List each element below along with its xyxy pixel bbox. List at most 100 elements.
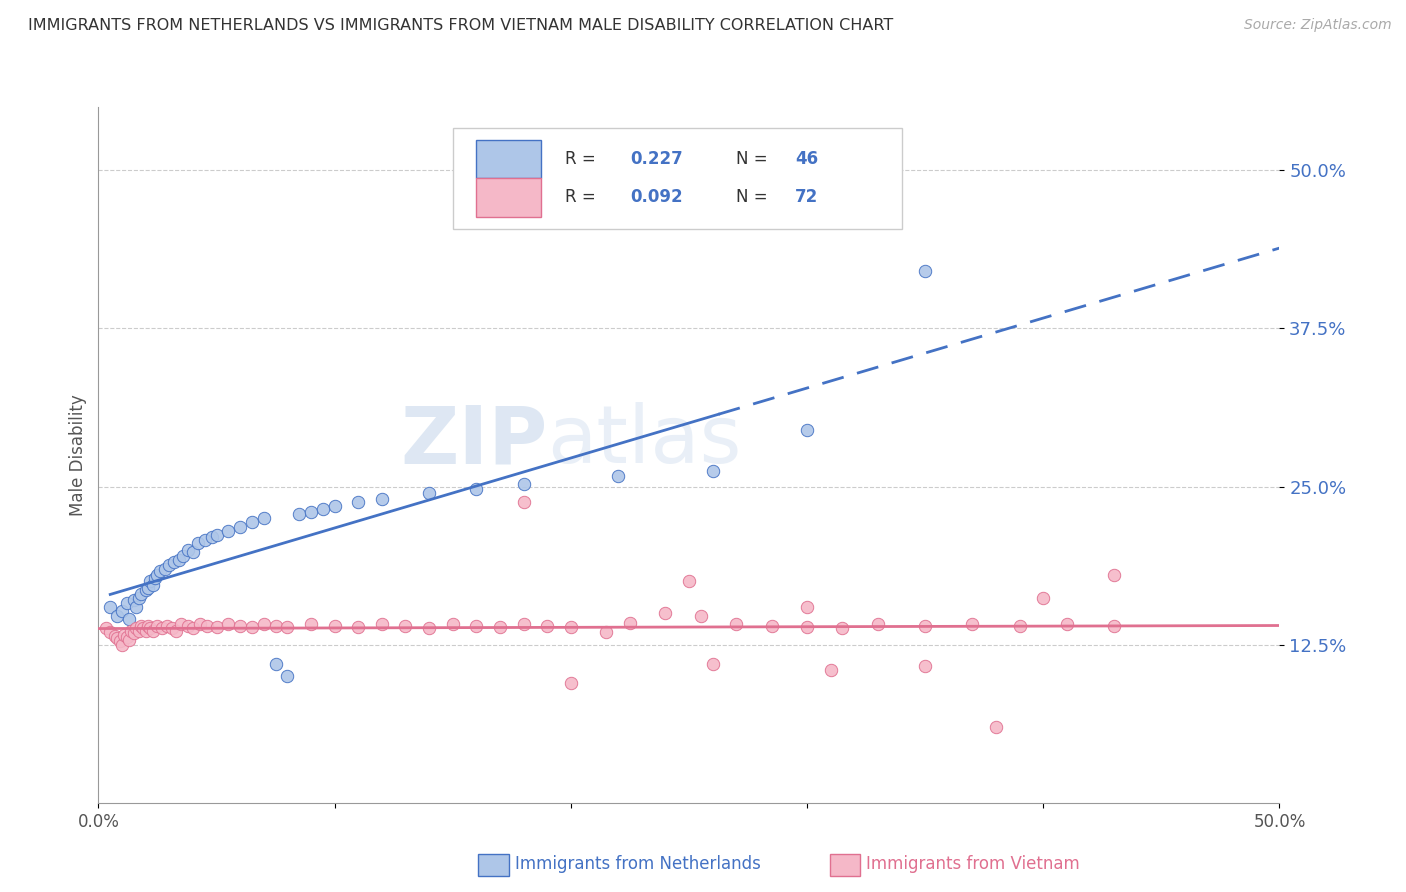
Point (761, 618, 783, 632)
Point (229, 520, 252, 534)
FancyBboxPatch shape (477, 178, 541, 217)
Point (115, 630, 138, 644)
Point (121, 624, 143, 638)
Point (441, 617, 464, 632)
Point (347, 494, 370, 508)
Point (170, 617, 193, 632)
Point (866, 617, 889, 632)
Point (512, 494, 534, 508)
Text: 0.227: 0.227 (630, 150, 683, 169)
Point (240, 515, 263, 529)
Point (914, 264, 936, 278)
Point (177, 618, 200, 632)
Point (135, 583, 157, 598)
Text: 0.092: 0.092 (630, 188, 682, 206)
Point (104, 629, 127, 643)
Point (619, 616, 641, 631)
Point (418, 621, 440, 635)
Point (157, 558, 180, 572)
Point (914, 659, 936, 673)
Point (205, 620, 228, 634)
Point (165, 624, 187, 638)
Point (264, 657, 287, 671)
Point (122, 593, 145, 607)
Point (150, 621, 173, 635)
Point (217, 524, 239, 538)
Point (1032, 591, 1054, 605)
Point (607, 469, 630, 483)
Point (264, 618, 287, 632)
Point (153, 562, 176, 576)
Point (108, 633, 131, 648)
Point (702, 464, 724, 478)
Point (160, 621, 183, 635)
Point (984, 720, 1007, 734)
Point (105, 608, 128, 623)
Point (465, 482, 488, 496)
Point (136, 581, 159, 595)
Point (371, 492, 394, 507)
Point (118, 612, 141, 626)
Point (725, 617, 748, 632)
Point (253, 511, 276, 525)
Point (181, 621, 204, 635)
Point (205, 527, 228, 541)
FancyBboxPatch shape (453, 128, 901, 229)
Y-axis label: Male Disability: Male Disability (69, 394, 87, 516)
Point (111, 638, 134, 652)
Point (98, 625, 121, 640)
Point (125, 599, 148, 614)
Point (560, 620, 582, 634)
Text: N =: N = (737, 150, 773, 169)
Point (347, 620, 370, 634)
Point (1102, 568, 1125, 582)
Point (831, 621, 853, 635)
Point (128, 624, 150, 638)
Point (181, 545, 204, 559)
Point (253, 617, 276, 632)
Point (163, 556, 186, 570)
Point (914, 618, 936, 632)
Point (1008, 618, 1031, 632)
Point (188, 617, 211, 632)
Text: 72: 72 (796, 188, 818, 206)
Text: R =: R = (565, 150, 600, 169)
Point (139, 621, 162, 635)
Point (489, 620, 512, 634)
Point (167, 553, 190, 567)
Point (146, 568, 169, 582)
Point (177, 542, 200, 557)
Point (187, 536, 209, 550)
Point (195, 618, 218, 632)
Point (229, 618, 252, 632)
Text: Source: ZipAtlas.com: Source: ZipAtlas.com (1244, 18, 1392, 32)
Point (118, 632, 141, 647)
Text: N =: N = (737, 188, 773, 206)
Text: atlas: atlas (547, 402, 741, 480)
Point (135, 624, 157, 638)
Point (1102, 618, 1125, 632)
Point (129, 618, 152, 632)
Text: Immigrants from Vietnam: Immigrants from Vietnam (866, 855, 1080, 873)
Text: 46: 46 (796, 150, 818, 169)
Text: Immigrants from Netherlands: Immigrants from Netherlands (515, 855, 761, 873)
Point (240, 620, 263, 634)
Point (702, 657, 724, 671)
Point (94, 621, 117, 635)
Point (323, 499, 346, 513)
Point (654, 606, 676, 620)
Point (323, 618, 346, 632)
Point (418, 486, 440, 500)
Point (156, 618, 179, 632)
Point (125, 621, 148, 635)
Point (172, 549, 194, 563)
Point (194, 533, 217, 547)
Point (105, 632, 128, 646)
Point (312, 502, 335, 516)
Point (142, 624, 165, 638)
Point (796, 599, 818, 614)
Point (1056, 617, 1078, 632)
Point (136, 618, 159, 632)
Point (560, 675, 582, 690)
Point (139, 574, 162, 589)
